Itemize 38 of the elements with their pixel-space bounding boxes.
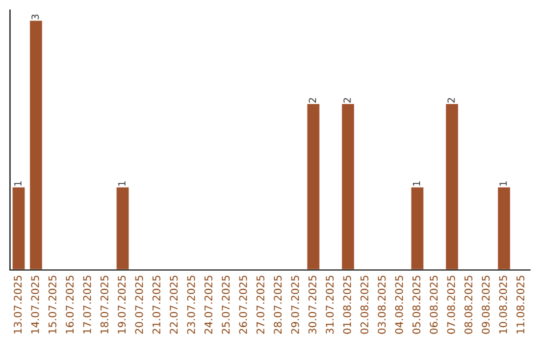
data-label: 1 (500, 181, 507, 186)
x-tick-label: 24.07.2025 (204, 276, 212, 334)
x-tick-label: 19.07.2025 (118, 276, 126, 334)
x-tick-label: 07.08.2025 (447, 276, 456, 334)
data-label: 2 (308, 98, 316, 103)
x-tick-label: 22.07.2025 (170, 276, 178, 334)
x-tick-label: 10.08.2025 (499, 276, 508, 334)
x-tick-label: 13.07.2025 (14, 276, 22, 334)
data-label: 2 (447, 98, 455, 103)
x-tick-label: 25.07.2025 (222, 276, 230, 334)
x-tick-label: 03.08.2025 (378, 276, 386, 334)
x-tick-label: 09.08.2025 (482, 276, 490, 334)
data-label: 1 (118, 181, 126, 186)
x-tick-label: 21.07.2025 (152, 276, 160, 334)
x-tick-label: 02.08.2025 (360, 276, 368, 334)
x-tick-label: 26.07.2025 (239, 276, 248, 334)
x-tick-label: 18.07.2025 (100, 276, 108, 334)
x-tick-label: 30.07.2025 (308, 276, 316, 334)
x-tick-label: 31.07.2025 (326, 276, 334, 334)
x-tick-label: 28.07.2025 (274, 276, 282, 334)
x-tick-label: 29.07.2025 (291, 276, 300, 334)
data-label: 1 (412, 181, 420, 186)
x-tick-label: 17.07.2025 (83, 276, 92, 334)
x-tick-label: 20.07.2025 (135, 276, 144, 334)
x-tick-label: 05.08.2025 (412, 276, 420, 334)
x-tick-label: 01.08.2025 (343, 276, 352, 334)
x-tick-label: 16.07.2025 (66, 276, 74, 334)
x-tick-label: 15.07.2025 (48, 276, 56, 334)
data-label: 3 (31, 14, 39, 20)
data-label: 2 (343, 98, 351, 103)
x-tick-label: 06.08.2025 (430, 276, 438, 334)
x-tick-label: 08.08.2025 (464, 276, 472, 334)
x-tick-label: 14.07.2025 (31, 276, 40, 334)
data-label: 1 (14, 181, 22, 186)
x-tick-label: 23.07.2025 (187, 276, 196, 334)
x-tick-label: 27.07.2025 (256, 276, 264, 334)
x-tick-label: 11.08.2025 (516, 276, 524, 334)
x-tick-label: 04.08.2025 (395, 276, 404, 334)
